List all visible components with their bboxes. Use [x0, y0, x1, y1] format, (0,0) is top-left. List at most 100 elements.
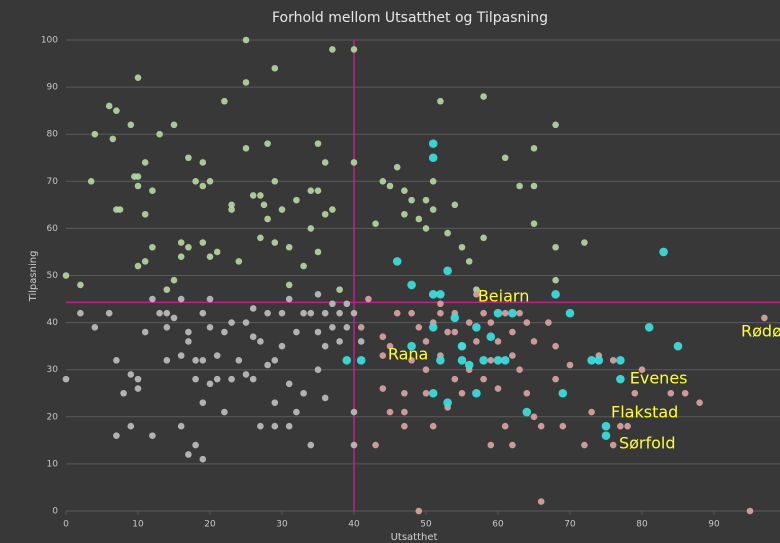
point: [249, 305, 257, 312]
point: [501, 309, 509, 317]
point: [343, 324, 351, 331]
point: [379, 178, 387, 185]
point: [342, 355, 352, 365]
point: [372, 441, 379, 449]
point: [109, 135, 117, 143]
point: [472, 388, 481, 398]
point: [264, 309, 271, 317]
point: [199, 455, 207, 463]
point: [329, 324, 336, 331]
point: [235, 258, 243, 265]
point: [458, 243, 466, 251]
y-tick-label: 80: [47, 130, 59, 140]
point: [228, 201, 235, 209]
point: [300, 309, 307, 317]
point: [552, 375, 559, 383]
x-tick-label: 70: [564, 520, 576, 530]
point: [552, 243, 559, 251]
point: [141, 258, 149, 265]
point: [429, 178, 437, 185]
point: [228, 206, 235, 213]
annotation: Beiarn: [478, 287, 530, 306]
point: [465, 319, 473, 326]
point: [659, 247, 668, 257]
point: [480, 375, 487, 383]
point: [134, 262, 142, 270]
point: [631, 389, 639, 397]
point: [163, 309, 171, 317]
point: [458, 389, 466, 397]
point: [392, 257, 402, 266]
point: [401, 210, 408, 218]
point: [213, 248, 221, 256]
point: [257, 234, 264, 242]
point: [77, 281, 84, 289]
point: [199, 356, 207, 364]
point: [307, 441, 315, 449]
point: [407, 341, 416, 351]
point: [393, 163, 401, 171]
point: [401, 408, 408, 416]
point: [696, 399, 703, 406]
point: [401, 422, 408, 430]
annotation: Flakstad: [611, 403, 678, 422]
point: [559, 422, 567, 430]
point: [523, 389, 531, 397]
point: [501, 422, 509, 430]
point: [500, 355, 510, 365]
point: [213, 375, 221, 383]
point: [91, 324, 99, 331]
point: [235, 356, 243, 364]
annotation: Rana: [388, 345, 429, 364]
point: [681, 389, 689, 397]
point: [249, 375, 257, 383]
point: [350, 408, 358, 416]
point: [149, 243, 156, 251]
x-tick-label: 20: [204, 520, 216, 530]
point: [199, 159, 207, 166]
point: [594, 355, 604, 365]
point: [480, 234, 487, 242]
point: [365, 295, 372, 303]
point: [285, 422, 293, 430]
point: [141, 210, 149, 218]
point: [314, 248, 322, 256]
point: [314, 140, 322, 147]
point: [264, 215, 271, 223]
point: [271, 356, 279, 364]
point: [493, 355, 503, 365]
point: [206, 178, 214, 185]
point: [516, 366, 523, 374]
point: [141, 328, 149, 336]
point: [350, 309, 358, 317]
point: [537, 422, 545, 430]
point: [329, 300, 336, 308]
point: [321, 210, 329, 218]
point: [487, 356, 495, 364]
point: [428, 153, 438, 163]
point: [163, 324, 171, 331]
point: [120, 389, 127, 397]
point: [285, 243, 293, 251]
point: [401, 187, 408, 195]
y-tick-label: 50: [47, 271, 59, 281]
point: [242, 145, 250, 152]
point: [465, 258, 473, 265]
x-tick-label: 30: [276, 520, 288, 530]
point: [558, 388, 568, 398]
point: [609, 356, 617, 364]
point: [493, 308, 503, 318]
annotation: Rødøy: [741, 322, 780, 341]
point: [271, 422, 279, 430]
point: [199, 309, 207, 317]
point: [300, 262, 307, 270]
point: [588, 408, 595, 416]
point: [271, 399, 279, 406]
point: [350, 159, 358, 166]
point: [192, 441, 199, 449]
point: [278, 309, 286, 317]
y-tick-label: 0: [52, 507, 58, 517]
point: [673, 341, 683, 351]
point: [480, 309, 487, 317]
annotation: Evenes: [630, 369, 688, 388]
